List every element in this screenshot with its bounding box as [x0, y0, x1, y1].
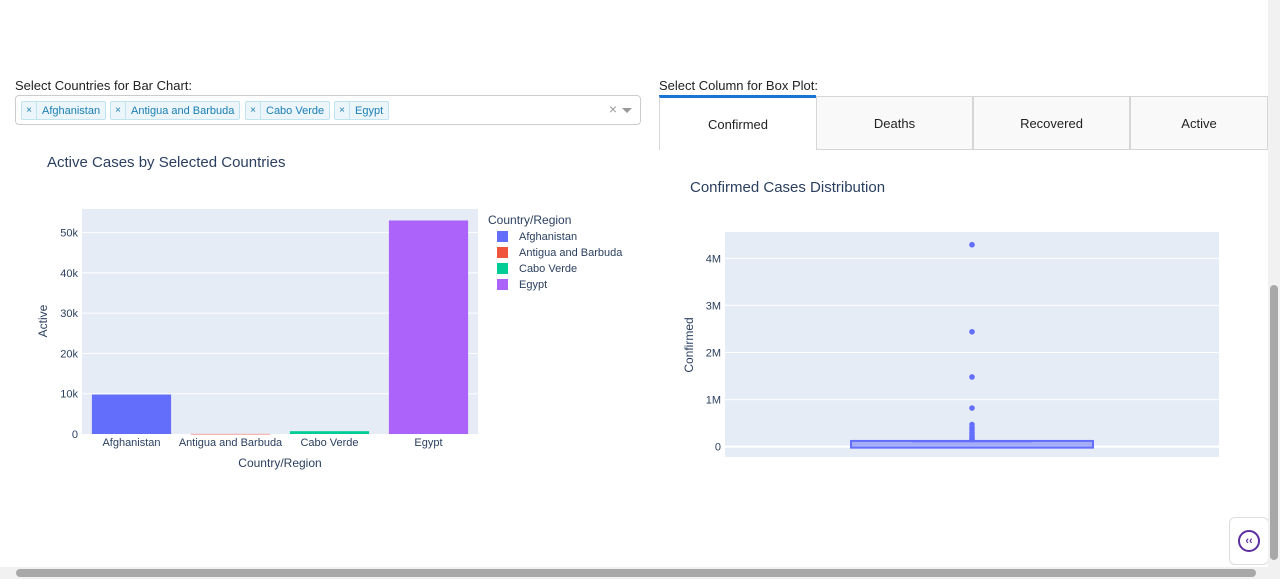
box-y-tick-label: 0	[715, 442, 721, 454]
horizontal-scrollbar[interactable]	[0, 567, 1280, 579]
clear-all-button[interactable]: ×	[608, 101, 617, 117]
legend-item-label[interactable]: Egypt	[519, 279, 547, 291]
bar-antigua-and-barbuda[interactable]	[190, 433, 271, 435]
box-chart-title: Confirmed Cases Distribution	[690, 179, 885, 196]
label-underline	[659, 95, 816, 96]
chip-label: Afghanistan	[42, 104, 101, 117]
chip-remove-egypt[interactable]: ×	[335, 102, 350, 119]
outlier-point[interactable]	[969, 328, 975, 335]
box-plot-background	[725, 232, 1219, 457]
tab-deaths[interactable]: Deaths	[816, 96, 973, 150]
bar-y-tick-label: 40k	[60, 268, 78, 280]
bar-x-tick-label: Egypt	[414, 437, 442, 449]
chip-antigua: × Antigua and Barbuda	[110, 101, 241, 120]
country-multiselect[interactable]: × Afghanistan × Antigua and Barbuda × Ca…	[15, 95, 641, 125]
box-y-tick-label: 1M	[706, 395, 721, 407]
bar-y-tick-label: 20k	[60, 348, 78, 360]
active-cases-bar-chart: Active Cases by Selected Countries 0 10k 2…	[36, 154, 623, 470]
chip-label: Cabo Verde	[266, 104, 325, 117]
chip-remove-antigua[interactable]: ×	[111, 102, 126, 119]
bar-egypt[interactable]	[388, 220, 469, 434]
bar-cabo-verde[interactable]	[289, 431, 370, 434]
tab-confirmed[interactable]: Confirmed	[659, 96, 816, 150]
bar-y-tick-label: 50k	[60, 228, 78, 240]
bar-chart-title: Active Cases by Selected Countries	[47, 154, 285, 171]
legend-swatch[interactable]	[497, 231, 508, 242]
chip-label: Egypt	[355, 104, 384, 117]
chip-label: Antigua and Barbuda	[131, 104, 235, 117]
collapse-panel-button[interactable]: ‹‹	[1229, 517, 1269, 565]
box-plot-selector-label: Select Column for Box Plot:	[659, 78, 818, 93]
box-y-axis-title: Confirmed	[682, 317, 696, 372]
chip-remove-cabo-verde[interactable]: ×	[246, 102, 261, 119]
legend-swatch[interactable]	[497, 263, 508, 274]
box-y-tick-label: 2M	[706, 348, 721, 360]
bar-afghanistan[interactable]	[91, 394, 172, 434]
legend-swatch[interactable]	[497, 279, 508, 290]
chip-cabo-verde: × Cabo Verde	[245, 101, 331, 120]
bar-y-tick-label: 30k	[60, 308, 78, 320]
outlier-point[interactable]	[969, 436, 975, 443]
chip-remove-afghanistan[interactable]: ×	[22, 102, 37, 119]
legend-item-label[interactable]: Antigua and Barbuda	[519, 247, 623, 259]
vertical-scrollbar-thumb[interactable]	[1270, 285, 1278, 560]
outlier-point[interactable]	[969, 405, 975, 411]
vertical-scrollbar[interactable]	[1268, 0, 1280, 567]
tab-active[interactable]: Active	[1130, 96, 1268, 150]
chevrons-left-icon: ‹‹	[1238, 530, 1260, 552]
tab-recovered[interactable]: Recovered	[973, 96, 1130, 150]
outlier-point[interactable]	[969, 241, 975, 248]
box-y-tick-label: 3M	[706, 300, 721, 312]
legend-title: Country/Region	[488, 213, 571, 227]
bar-y-axis-title: Active	[36, 304, 50, 337]
horizontal-scrollbar-thumb[interactable]	[16, 569, 1256, 577]
box-y-tick-label: 4M	[706, 253, 721, 265]
bar-x-tick-label: Antigua and Barbuda	[179, 437, 283, 449]
bar-x-axis-title: Country/Region	[238, 456, 321, 470]
legend-item-label[interactable]: Afghanistan	[519, 231, 577, 243]
outlier-point[interactable]	[969, 374, 975, 380]
legend-swatch[interactable]	[497, 247, 508, 258]
bar-y-tick-label: 0	[72, 429, 78, 441]
bar-y-tick-label: 10k	[60, 389, 78, 401]
bar-x-tick-label: Cabo Verde	[300, 437, 358, 449]
chevron-down-icon[interactable]	[622, 108, 632, 113]
chip-afghanistan: × Afghanistan	[21, 101, 107, 120]
chip-egypt: × Egypt	[334, 101, 390, 120]
confirmed-box-plot: Confirmed Cases Distribution 0 1M 2M 3M 4M C…	[682, 179, 1219, 457]
column-tabs: Confirmed Deaths Recovered Active	[659, 96, 1268, 150]
bar-x-tick-label: Afghanistan	[102, 437, 160, 449]
bar-chart-selector-label: Select Countries for Bar Chart:	[15, 78, 193, 93]
legend-item-label[interactable]: Cabo Verde	[519, 263, 577, 275]
